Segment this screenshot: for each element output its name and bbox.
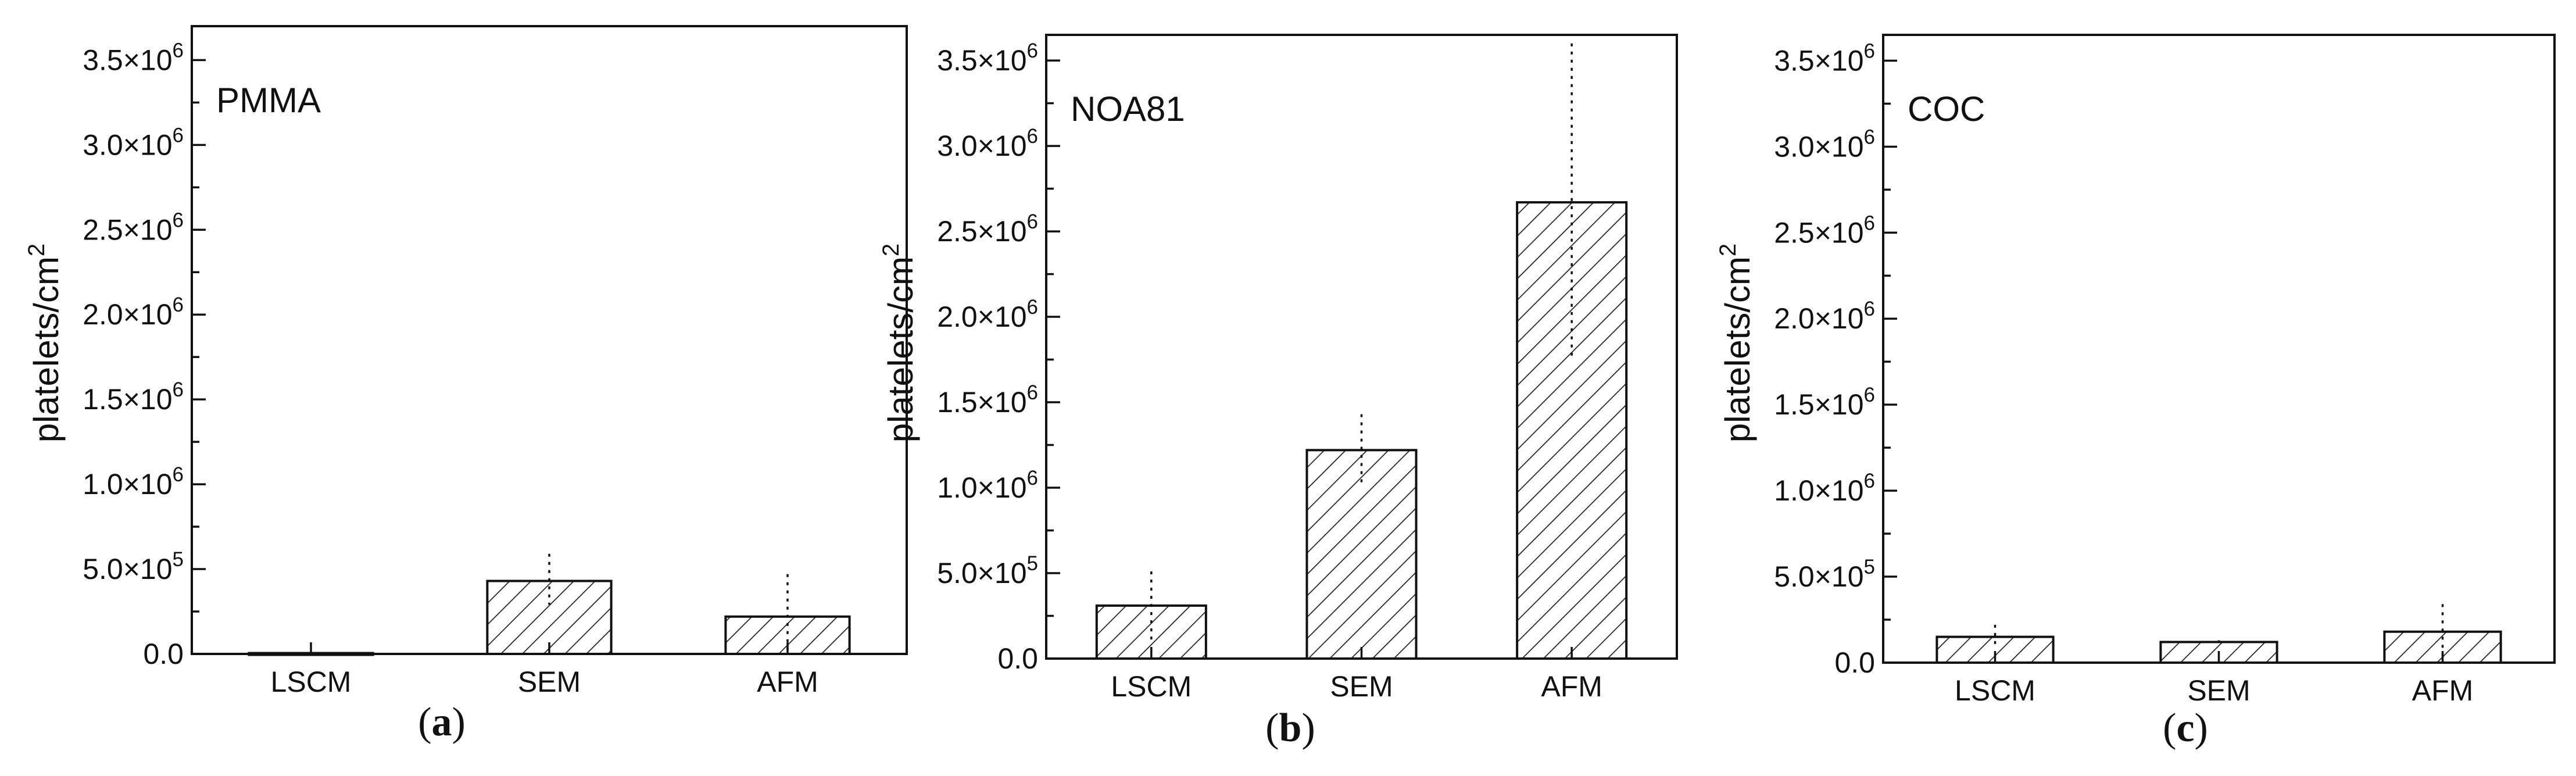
y-tick-label: 2.5×106 [937,210,1038,248]
bar-sem [1305,449,1418,660]
y-tick-label: 0.0 [997,642,1038,675]
y-tick-label: 1.5×106 [937,381,1038,419]
y-tick-label: 2.0×106 [1774,298,1875,335]
x-tick-label: AFM [1541,670,1602,703]
panel-title: NOA81 [1071,90,1185,128]
y-tick-label: 5.0×105 [937,552,1038,589]
y-tick-label: 2.5×106 [1774,212,1875,249]
y-axis-title: platelets/cm2 [878,244,920,442]
plot-frame [191,25,908,655]
panel-label: (b) [1265,706,1315,750]
y-axis-title: platelets/cm2 [1715,244,1757,442]
x-tick-label: AFM [2412,674,2474,707]
panel-title: PMMA [216,81,321,120]
chart-panel-a: 0.0 5.0×105 1.0×106 1.5×106 2.0×106 2.5×106 3.… [24,25,908,745]
y-tick-label: 1.5×106 [83,378,184,416]
y-tick-label: 0.0 [143,638,184,670]
y-tick-label: 2.0×106 [937,296,1038,333]
x-tick-label: SEM [518,666,581,698]
chart-panel-c: 0.0 5.0×105 1.0×106 1.5×106 2.0×106 2.5×106 3.… [1715,34,2556,750]
y-tick-label: 1.0×106 [83,463,184,500]
y-tick-label: 1.0×106 [1774,470,1875,507]
y-tick-label: 2.5×106 [83,209,184,246]
y-tick-label: 3.5×106 [1774,40,1875,77]
y-tick-label: 3.5×106 [937,40,1038,77]
y-tick-label: 0.0 [1834,646,1875,679]
y-tick-label: 3.0×106 [937,125,1038,162]
x-tick-label: SEM [2187,674,2250,707]
y-tick-label: 2.0×106 [83,294,184,331]
y-tick-label: 3.0×106 [1774,126,1875,163]
y-tick-label: 5.0×105 [83,548,184,585]
y-tick-label: 1.0×106 [937,467,1038,504]
plot-frame [1882,34,2556,664]
y-tick-label: 3.5×106 [83,39,184,76]
panel-title: COC [1908,90,1985,128]
y-tick-label: 1.5×106 [1774,384,1875,421]
x-tick-label: LSCM [1955,674,2035,707]
bar-afm [1516,201,1628,660]
y-tick-label: 5.0×105 [1774,556,1875,593]
chart-panel-b: 0.0 5.0×105 1.0×106 1.5×106 2.0×106 2.5×106 3.… [878,34,1678,750]
y-axis-title: platelets/cm2 [24,244,66,442]
x-tick-label: LSCM [1111,670,1192,703]
y-tick-label: 3.0×106 [83,124,184,161]
x-tick-label: LSCM [271,666,352,698]
x-tick-label: AFM [757,666,818,698]
x-tick-label: SEM [1330,670,1393,703]
panel-label: (a) [418,700,466,745]
panel-label: (c) [2163,706,2208,750]
